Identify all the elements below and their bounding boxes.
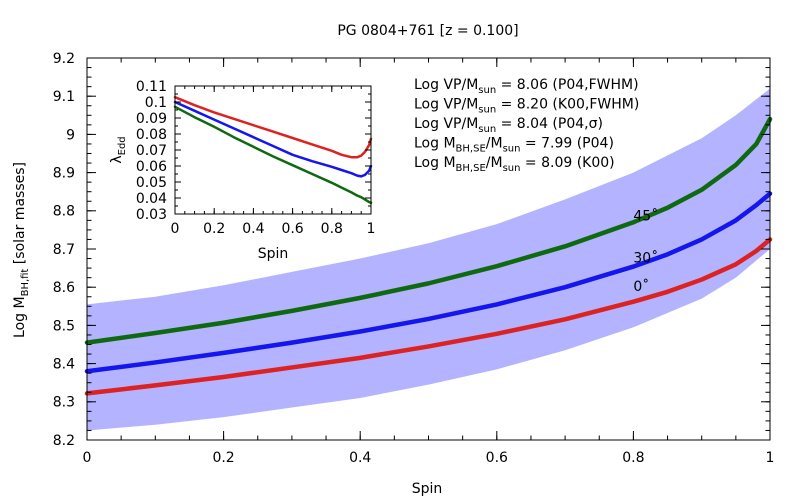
inset-x-axis-label: Spin [258,246,289,262]
y-tick-label: 0.04 [136,191,167,207]
x-tick-label: 0.4 [242,221,264,237]
annotation-line: Log VP/Msun = 8.20 (K00,FWHM) [414,97,639,116]
y-axis-label-sub: BH,fit [20,269,31,297]
inset-y-axis-label-main: λ [109,155,125,163]
y-tick-label: 9 [66,127,75,143]
main-series-lines [84,116,773,396]
y-tick-label: 8.4 [53,357,75,373]
y-tick-label: 8.8 [53,204,75,220]
y-tick-label: 0.11 [136,79,167,95]
y-tick-label: 8.9 [53,166,75,182]
annotation-line: Log VP/Msun = 8.06 (P04,FWHM) [414,77,639,96]
y-tick-label: 9.2 [53,51,75,67]
y-tick-label: 0.06 [136,159,167,175]
series-line-2 [173,105,373,205]
inset-eddington-chart: 0 0.2 0.4 0.6 0.8 10.030.040.050.060.070.080.… [109,79,375,262]
y-axis-label-tail: [solar masses] [12,162,28,269]
y-tick-label: 8.7 [53,242,75,258]
y-tick-label: 0.05 [136,175,167,191]
x-tick-label: 0.2 [203,221,225,237]
x-tick-label: 0.2 [212,450,234,466]
y-axis-label: Log MBH,fit [solar masses] [12,162,31,338]
inset-axis-ticks: 0 0.2 0.4 0.6 0.8 10.030.040.050.060.070.080.… [136,79,376,237]
x-tick-label: 0.8 [622,450,644,466]
y-tick-label: 0.09 [136,111,167,127]
x-axis-label: Spin [412,481,443,497]
series-label-1: 30˚ [633,249,658,266]
x-tick-label: 0 [83,450,92,466]
x-tick-label: 1 [367,221,376,237]
chart-title: PG 0804+761 [z = 0.100] [337,23,518,39]
inset-y-axis-label: λEdd [109,136,128,163]
annotation-line: Log MBH,SE/Msun = 8.09 (K00) [414,155,615,174]
inset-series-lines [173,95,373,205]
x-tick-label: 1 [766,450,775,466]
y-tick-label: 8.6 [53,280,75,296]
series-line-2 [84,116,773,345]
uncertainty-band [87,88,770,431]
band-area [87,88,770,431]
x-tick-label: 0 [171,221,180,237]
series-line-0 [84,237,773,396]
y-tick-label: 8.2 [53,433,75,449]
x-tick-label: 0.6 [486,450,508,466]
y-tick-label: 8.5 [53,318,75,334]
y-tick-label: 9.1 [53,89,75,105]
annotation-line: Log MBH,SE/Msun = 7.99 (P04) [414,136,614,155]
y-tick-label: 0.07 [136,143,167,159]
annotation-line: Log VP/Msun = 8.04 (P04,σ) [414,116,603,135]
y-tick-label: 0.03 [136,207,167,223]
inset-y-axis-label-sub: Edd [117,136,128,155]
series-line-1 [84,191,773,374]
x-tick-label: 0.4 [349,450,371,466]
series-label-2: 45˚ [633,207,658,224]
series-angle-labels: 0˚ 30˚ 45˚ [633,207,658,295]
series-line-1 [173,100,373,178]
series-label-0: 0˚ [633,278,649,295]
mass-annotations: Log VP/Msun = 8.06 (P04,FWHM)Log VP/Msun… [414,77,639,174]
main-axis-ticks: 0 0.2 0.4 0.6 0.8 1 8.2 8.3 8.4 8.5 8.6 8.7 8.8 8.9 9 9… [53,51,775,466]
y-tick-label: 0.08 [136,127,167,143]
x-tick-label: 0.6 [281,221,303,237]
y-tick-label: 0.1 [145,95,167,111]
y-axis-label-main: Log M [12,296,28,338]
series-line-0 [173,95,373,159]
x-tick-label: 0.8 [321,221,343,237]
y-tick-label: 8.3 [53,395,75,411]
